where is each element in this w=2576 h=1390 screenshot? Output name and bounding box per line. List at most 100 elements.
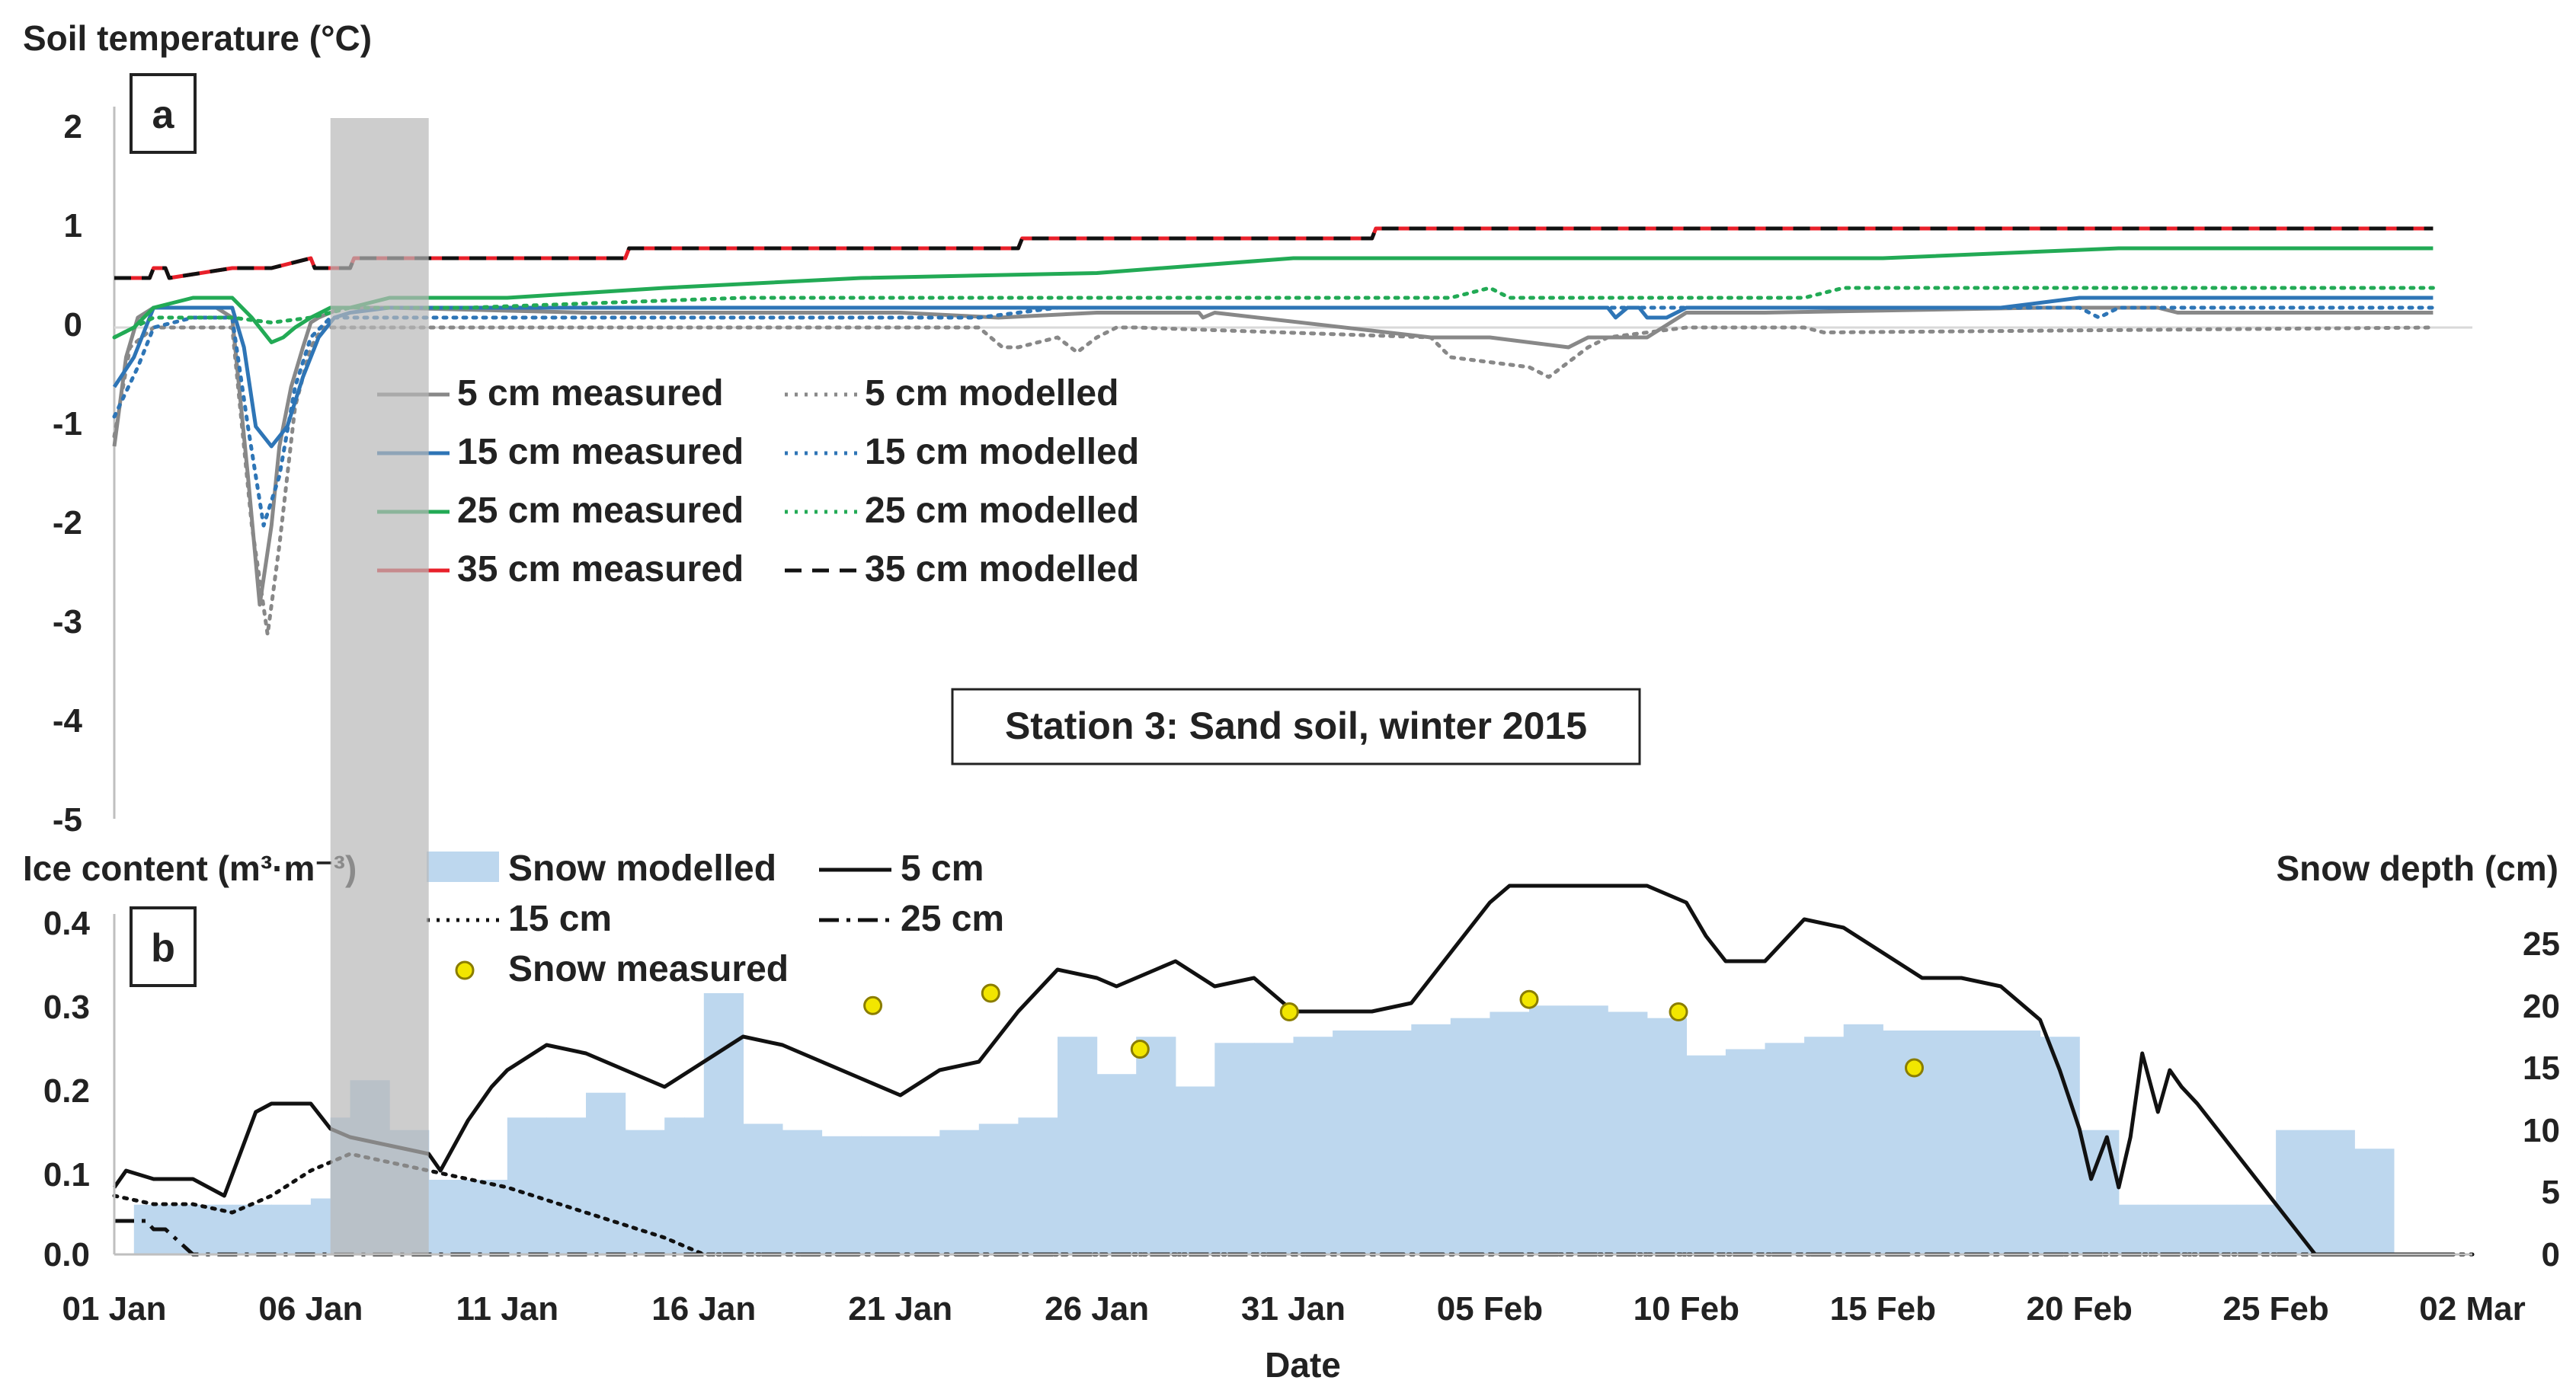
snow-modelled-bar xyxy=(664,1117,685,1254)
snow-modelled-bar xyxy=(1646,1018,1687,1254)
snow-modelled-bar xyxy=(939,1130,980,1254)
snow-modelled-bar xyxy=(1411,1024,1451,1254)
legend-swatch-snow-modelled xyxy=(427,852,499,882)
snow-modelled-bar xyxy=(507,1117,547,1254)
series-line-5-cm-modelled xyxy=(112,325,2435,637)
panel-a-y-tick: -3 xyxy=(53,603,82,641)
snow-modelled-bar xyxy=(1096,1074,1137,1254)
panel-b-y2-tick: 15 xyxy=(2523,1050,2560,1087)
snow-modelled-bar xyxy=(1253,1043,1294,1254)
snow-modelled-bar xyxy=(468,1180,508,1254)
x-tick-label: 25 Feb xyxy=(2222,1290,2328,1328)
snow-modelled-bar xyxy=(782,1130,823,1254)
x-tick-label: 21 Jan xyxy=(848,1290,952,1328)
panel-a-y-tick: -2 xyxy=(53,504,82,542)
panel-b-y2-tick: 0 xyxy=(2542,1236,2560,1273)
snow-modelled-bar xyxy=(133,1204,155,1254)
panel-b-snow-measured-points xyxy=(863,983,1924,1078)
snow-modelled-bar xyxy=(978,1123,1019,1254)
legend-label-5-cm-measured: 5 cm measured xyxy=(457,373,724,414)
snow-modelled-bar xyxy=(1371,1031,1412,1254)
snow-modelled-bar xyxy=(1490,1011,1530,1254)
legend-label-15-cm: 15 cm xyxy=(508,899,612,939)
snow-modelled-bar xyxy=(1961,1031,2002,1254)
panel-b-y2-tick: 20 xyxy=(2523,988,2560,1025)
snow-modelled-bar xyxy=(1333,1031,1373,1254)
panel-a-y-tick: -4 xyxy=(53,702,83,740)
snow-modelled-bar xyxy=(2315,1130,2355,1254)
legend-label-snow-modelled: Snow modelled xyxy=(508,848,776,889)
panel-a-letter-box xyxy=(130,73,197,154)
x-axis-title: Date xyxy=(1265,1345,1341,1385)
snow-modelled-bar xyxy=(2197,1204,2238,1254)
panel-b-y2-axis-title: Snow depth (cm) xyxy=(2276,848,2558,888)
legend-label-5-cm-modelled: 5 cm modelled xyxy=(865,373,1118,414)
x-axis-ticks: 01 Jan 06 Jan 11 Jan 16 Jan 21 Jan 26 Jan 31 J… xyxy=(62,1290,2526,1328)
panel-b-y-tick: 0.3 xyxy=(43,989,90,1026)
x-tick-label: 02 Mar xyxy=(2419,1290,2525,1328)
panel-a: Soil temperature (°C) 2 1 0 -1 -2 -3 -4 … xyxy=(23,18,2472,839)
snow-modelled-bar xyxy=(193,1204,233,1254)
x-tick-label: 06 Jan xyxy=(258,1290,363,1328)
snow-modelled-bar xyxy=(1136,1037,1176,1254)
snow-measured-point xyxy=(1519,989,1539,1009)
snow-modelled-bar xyxy=(2354,1149,2395,1254)
snow-modelled-bar xyxy=(271,1204,312,1254)
snow-modelled-bar xyxy=(1293,1037,1333,1254)
snow-modelled-bar xyxy=(232,1204,272,1254)
snow-modelled-bar xyxy=(703,993,744,1254)
snow-modelled-bar xyxy=(861,1136,901,1254)
panel-a-y-axis-title: Soil temperature (°C) xyxy=(23,18,372,58)
snow-measured-point xyxy=(981,983,1000,1003)
snow-measured-point xyxy=(863,995,883,1015)
legend-label-5-cm: 5 cm xyxy=(901,848,984,889)
legend-label-35-cm-modelled: 35 cm modelled xyxy=(865,549,1139,590)
panel-b-letter: b xyxy=(151,926,175,970)
snow-modelled-bar xyxy=(2001,1031,2041,1254)
shaded-period-band xyxy=(330,118,429,1254)
station-annotation-text: Station 3: Sand soil, winter 2015 xyxy=(1005,705,1587,747)
legend-swatch-snow-measured xyxy=(455,960,475,980)
panel-b-y2-tick: 25 xyxy=(2523,925,2560,963)
legend-label-15-cm-measured: 15 cm measured xyxy=(457,432,744,472)
panel-b-y-tick: 0.4 xyxy=(43,905,91,942)
snow-modelled-bar xyxy=(1608,1011,1648,1254)
snow-modelled-bar xyxy=(428,1180,469,1254)
x-tick-label: 20 Feb xyxy=(2027,1290,2133,1328)
panel-b-snow-modelled-area xyxy=(133,993,2395,1254)
snow-modelled-bar xyxy=(1175,1086,1215,1254)
panel-b-y-tick: 0.1 xyxy=(43,1156,90,1193)
panel-b: Ice content (m³·m⁻³) Snow depth (cm) 0.4… xyxy=(23,848,2560,1385)
legend-label-25-cm-modelled: 25 cm modelled xyxy=(865,490,1139,531)
snow-modelled-bar xyxy=(1568,1005,1608,1254)
snow-modelled-bar xyxy=(546,1117,587,1254)
series-line-15-cm-modelled xyxy=(112,305,2435,528)
legend-label-25-cm: 25 cm xyxy=(901,899,1004,939)
series-line-35-cm-modelled xyxy=(114,226,2434,280)
panel-b-y2-tick: 10 xyxy=(2523,1112,2560,1149)
panel-b-y-axis-title: Ice content (m³·m⁻³) xyxy=(23,848,357,888)
panel-a-y-tick: 0 xyxy=(64,306,82,344)
snow-modelled-bar xyxy=(2118,1204,2158,1254)
snow-modelled-bar xyxy=(1765,1043,1805,1254)
x-tick-label: 01 Jan xyxy=(62,1290,167,1328)
snow-modelled-bar xyxy=(1018,1117,1058,1254)
snow-modelled-bar xyxy=(2158,1204,2198,1254)
panel-b-y2-ticks: 25 20 15 10 5 0 xyxy=(2523,925,2560,1273)
snow-measured-point xyxy=(1130,1040,1150,1059)
snow-modelled-bar xyxy=(821,1136,862,1254)
panel-a-y-tick: -5 xyxy=(53,801,82,839)
panel-b-legend: Snow modelled 5 cm 15 cm 25 cm Snow measured xyxy=(427,848,1004,989)
snow-modelled-bar xyxy=(1922,1031,1962,1254)
panel-b-y-tick: 0.2 xyxy=(43,1072,90,1110)
panel-a-legend: 5 cm measured 5 cm modelled 15 cm measured… xyxy=(377,373,1139,590)
snow-measured-point xyxy=(1279,1002,1299,1021)
panel-a-y-tick: 2 xyxy=(64,108,82,145)
panel-a-letter: a xyxy=(152,93,175,137)
snow-modelled-bar xyxy=(1686,1055,1726,1254)
series-line-35-cm-measured xyxy=(114,226,2434,280)
snow-modelled-bar xyxy=(684,1117,705,1254)
panel-b-letter-box xyxy=(130,906,197,987)
station-annotation-box xyxy=(951,688,1641,765)
